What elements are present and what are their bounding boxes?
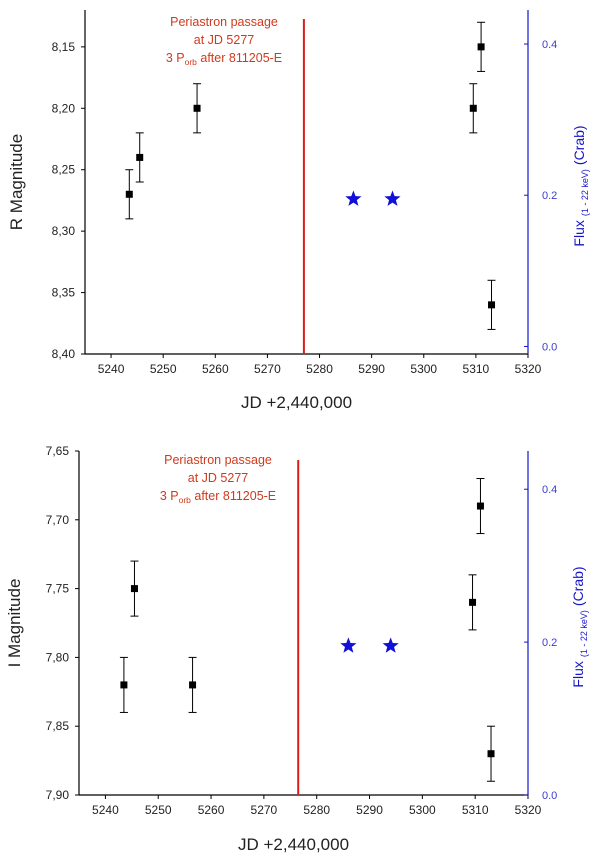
data-point bbox=[120, 681, 128, 689]
x-tick-label: 5280 bbox=[303, 803, 330, 817]
x-tick-label: 5280 bbox=[306, 362, 333, 376]
annotation-line-1: Periastron passage bbox=[170, 15, 278, 29]
data-point bbox=[136, 153, 144, 161]
data-point bbox=[477, 43, 485, 51]
y-tick-label: 8,15 bbox=[52, 40, 76, 54]
chart-panel-1: 5240 5250 5260 5270 5280 5290 5300 5310 5320 8,15… bbox=[7, 10, 590, 412]
y2-title-unit: (Crab) bbox=[570, 566, 586, 606]
y2-tick-label: 0.0 bbox=[542, 790, 557, 802]
data-point bbox=[193, 104, 201, 112]
x-axis-title: JD +2,440,000 bbox=[241, 393, 352, 412]
x-tick-label: 5240 bbox=[98, 362, 125, 376]
y-axis-title: I Magnitude bbox=[5, 579, 24, 668]
annotation-line-3: 3 Porb after 811205-E bbox=[160, 489, 276, 505]
y2-axis-title: Flux (1 - 22 keV) (Crab) bbox=[570, 566, 589, 687]
y-tick-label: 7,70 bbox=[46, 513, 70, 527]
annotation-period-sub: orb bbox=[185, 57, 198, 67]
y-tick-label: 7,75 bbox=[46, 582, 70, 596]
annotation-after: after 811205-E bbox=[191, 489, 276, 503]
x-tick-label: 5320 bbox=[515, 362, 542, 376]
y2-title-sub: (1 - 22 keV) bbox=[579, 610, 589, 657]
annotation-period: 3 P bbox=[166, 51, 185, 65]
x-tick-label: 5240 bbox=[92, 803, 119, 817]
y2-tick-label: 0.2 bbox=[542, 637, 557, 649]
annotation-line-1: Periastron passage bbox=[164, 453, 272, 467]
y2-tick-label: 0.4 bbox=[542, 39, 557, 51]
x-axis-title: JD +2,440,000 bbox=[238, 835, 349, 854]
y2-title-unit: (Crab) bbox=[571, 125, 587, 165]
x-tick-label: 5310 bbox=[462, 803, 489, 817]
y-tick-label: 7,65 bbox=[46, 444, 70, 458]
annotation-period-sub: orb bbox=[179, 495, 192, 505]
y-tick-label: 8,35 bbox=[52, 286, 76, 300]
annotation-line-2: at JD 5277 bbox=[194, 33, 255, 47]
flux-star-marker bbox=[345, 190, 362, 206]
y2-tick-label: 0.0 bbox=[542, 341, 557, 353]
data-point bbox=[130, 585, 138, 593]
y-tick-label: 8,30 bbox=[52, 224, 76, 238]
x-tick-label: 5300 bbox=[410, 362, 437, 376]
y-tick-label: 8,40 bbox=[52, 347, 76, 361]
x-tick-label: 5290 bbox=[356, 803, 383, 817]
annotation-after: after 811205-E bbox=[197, 51, 282, 65]
data-point bbox=[125, 190, 133, 198]
x-tick-label: 5290 bbox=[358, 362, 385, 376]
data-point bbox=[469, 104, 477, 112]
flux-star-marker bbox=[340, 637, 357, 653]
y-tick-label: 7,85 bbox=[46, 719, 70, 733]
x-tick-label: 5260 bbox=[198, 803, 225, 817]
y-tick-label: 8,20 bbox=[52, 101, 76, 115]
flux-star-marker bbox=[382, 637, 399, 653]
data-point bbox=[189, 681, 197, 689]
y2-title-sub: (1 - 22 keV) bbox=[580, 169, 590, 216]
data-point bbox=[487, 750, 495, 758]
y-tick-label: 7,80 bbox=[46, 650, 70, 664]
annotation-line-2: at JD 5277 bbox=[188, 471, 249, 485]
y2-axis-title: Flux (1 - 22 keV) (Crab) bbox=[571, 125, 590, 246]
y2-title-main: Flux bbox=[571, 220, 587, 246]
x-tick-label: 5250 bbox=[145, 803, 172, 817]
y2-title-main: Flux bbox=[570, 661, 586, 687]
data-point bbox=[488, 301, 496, 309]
x-tick-label: 5270 bbox=[254, 362, 281, 376]
x-tick-label: 5300 bbox=[409, 803, 436, 817]
data-point bbox=[476, 502, 484, 510]
x-tick-label: 5250 bbox=[150, 362, 177, 376]
x-tick-label: 5310 bbox=[463, 362, 490, 376]
chart-panel-2: 5240 5250 5260 5270 5280 5290 5300 5310 5320 7,65… bbox=[5, 444, 589, 854]
y-axis-title: R Magnitude bbox=[7, 134, 26, 230]
x-tick-label: 5260 bbox=[202, 362, 229, 376]
y-tick-label: 8,25 bbox=[52, 163, 76, 177]
y-tick-label: 7,90 bbox=[46, 788, 70, 802]
annotation-period: 3 P bbox=[160, 489, 179, 503]
flux-star-marker bbox=[384, 190, 401, 206]
y2-tick-label: 0.4 bbox=[542, 484, 557, 496]
y2-tick-label: 0.2 bbox=[542, 190, 557, 202]
data-point bbox=[469, 598, 477, 606]
annotation-line-3: 3 Porb after 811205-E bbox=[166, 51, 282, 67]
x-tick-label: 5320 bbox=[515, 803, 542, 817]
x-tick-label: 5270 bbox=[251, 803, 278, 817]
